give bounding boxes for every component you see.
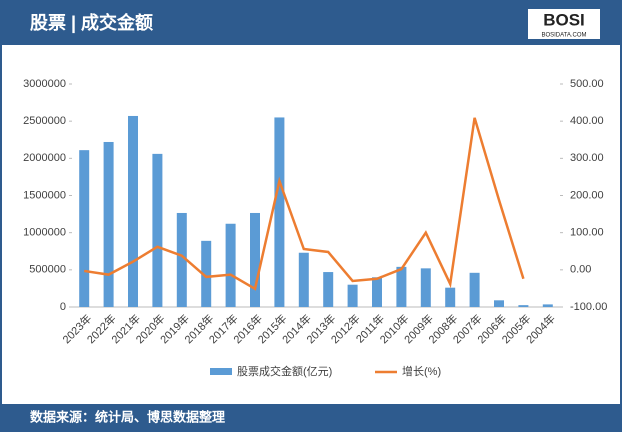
y2-tick-label: 400.00 xyxy=(570,115,604,127)
bar xyxy=(176,212,187,307)
bar xyxy=(128,115,138,307)
bar xyxy=(201,240,212,307)
bar xyxy=(298,252,309,307)
y-tick-label: 3000000 xyxy=(23,78,66,90)
y2-tick-label: 100.00 xyxy=(570,227,604,239)
bar xyxy=(347,284,358,307)
bar xyxy=(518,305,529,307)
y-tick-label: 1500000 xyxy=(23,189,66,201)
legend-label: 增长(%) xyxy=(402,364,441,378)
bar xyxy=(396,266,407,307)
y-tick-label: 500000 xyxy=(29,264,66,276)
bar xyxy=(469,272,480,307)
chart-title: 股票 | 成交金额 xyxy=(29,12,153,33)
bar xyxy=(542,304,553,307)
legend-label: 股票成交金额(亿元) xyxy=(237,364,332,378)
y-tick-label: 2000000 xyxy=(23,152,66,164)
bar xyxy=(152,153,163,307)
header-bar xyxy=(1,1,621,45)
bar xyxy=(372,277,382,307)
logo: BOSI xyxy=(543,10,585,29)
line xyxy=(84,117,525,291)
bar xyxy=(420,268,431,307)
y2-tick-label: 200.00 xyxy=(570,189,604,201)
y-tick-label: 1000000 xyxy=(23,227,66,239)
bar xyxy=(323,272,334,307)
bar xyxy=(445,287,456,307)
logo-box xyxy=(528,9,600,39)
bar xyxy=(274,117,285,307)
y2-tick-label: 500.00 xyxy=(570,78,604,90)
bar xyxy=(225,223,236,307)
source: 数据来源：统计局、博思数据整理 xyxy=(30,409,225,424)
logo-sub: BOSIDATA.COM xyxy=(541,33,586,39)
bar xyxy=(494,300,504,307)
footer-bar xyxy=(1,404,621,431)
bar xyxy=(103,141,114,307)
y2-tick-label: 300.00 xyxy=(570,152,604,164)
y-tick-label: 2500000 xyxy=(23,115,66,127)
bar xyxy=(79,150,90,307)
y2-tick-label: 0.00 xyxy=(570,264,591,276)
y2-tick-label: -100.00 xyxy=(570,301,607,313)
legend-swatch xyxy=(210,368,232,375)
y-tick-label: 0 xyxy=(60,301,66,313)
bar xyxy=(250,212,260,307)
